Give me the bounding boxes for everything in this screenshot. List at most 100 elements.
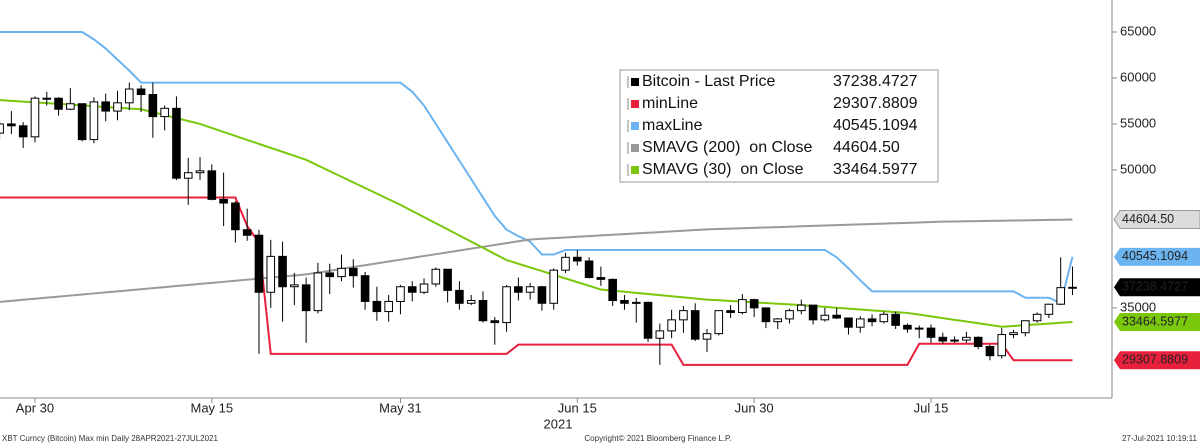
candle-body bbox=[242, 229, 252, 236]
legend-value: 40545.1094 bbox=[833, 117, 918, 134]
candle-body bbox=[360, 275, 370, 302]
candle-body bbox=[407, 286, 417, 293]
candle-body bbox=[77, 103, 87, 141]
candle-body bbox=[690, 310, 700, 340]
x-tick-label: Apr 30 bbox=[16, 400, 54, 415]
x-tick-label: May 15 bbox=[190, 400, 233, 415]
candle-body bbox=[325, 272, 335, 278]
candle-body bbox=[101, 101, 111, 112]
candle-body bbox=[419, 283, 429, 293]
candle-body bbox=[549, 269, 559, 304]
footer-left: XBT Curncy (Bitcoin) Max min Daily 28APR… bbox=[2, 434, 218, 443]
candle-body bbox=[384, 300, 393, 313]
value-tag bbox=[1114, 312, 1200, 331]
candle-body bbox=[997, 334, 1007, 357]
candle-body bbox=[914, 327, 924, 330]
candle-body bbox=[455, 289, 464, 304]
candle-body bbox=[926, 327, 936, 338]
legend-swatch bbox=[631, 122, 639, 130]
legend-swatch bbox=[631, 166, 639, 174]
legend-swatch bbox=[631, 100, 639, 108]
candle-body bbox=[172, 107, 181, 179]
candle-body bbox=[1009, 332, 1018, 336]
candle-body bbox=[514, 286, 523, 293]
candle-body bbox=[797, 304, 806, 312]
value-tag-label: 33464.5977 bbox=[1122, 314, 1188, 328]
candle-body bbox=[1021, 320, 1030, 334]
candle-body bbox=[631, 301, 641, 304]
candle-body bbox=[726, 310, 735, 313]
candle-body bbox=[749, 299, 759, 309]
candle-body bbox=[136, 88, 146, 96]
candle-body bbox=[66, 103, 75, 110]
candle-body bbox=[396, 286, 405, 302]
candle-body bbox=[219, 198, 228, 204]
value-tag-label: 37238.4727 bbox=[1122, 280, 1188, 294]
legend-swatch bbox=[631, 78, 639, 86]
candle-body bbox=[443, 268, 452, 291]
candle-body bbox=[950, 339, 959, 342]
candle-body bbox=[867, 318, 877, 323]
candle-body bbox=[620, 300, 629, 304]
value-tag-label: 29307.8809 bbox=[1122, 353, 1188, 367]
candle-body bbox=[785, 310, 794, 320]
y-tick-label: 50000 bbox=[1120, 161, 1156, 176]
candle-body bbox=[313, 272, 323, 312]
legend-swatch bbox=[631, 144, 639, 152]
value-tag-label: 40545.1094 bbox=[1122, 249, 1188, 263]
candle-body bbox=[183, 172, 193, 179]
candle-body bbox=[372, 300, 382, 313]
candle-body bbox=[525, 286, 535, 293]
candle-body bbox=[808, 304, 818, 321]
legend: Bitcoin - Last Price 37238.4727 minLine 293… bbox=[619, 69, 939, 183]
legend-value: 44604.50 bbox=[833, 139, 900, 156]
year-label: 2021 bbox=[544, 416, 573, 431]
candle-body bbox=[290, 284, 299, 288]
candle-body bbox=[903, 324, 912, 330]
y-tick-label: 65000 bbox=[1120, 23, 1156, 38]
candle-body bbox=[124, 88, 134, 104]
candle-body bbox=[1068, 286, 1077, 289]
candle-body bbox=[962, 336, 971, 341]
candle-body bbox=[773, 318, 783, 323]
candle-body bbox=[54, 97, 63, 110]
legend-label: maxLine bbox=[642, 117, 703, 134]
candle-body bbox=[478, 300, 488, 322]
candle-body bbox=[7, 123, 16, 127]
candle-body bbox=[301, 284, 311, 312]
x-tick-label: May 31 bbox=[379, 400, 422, 415]
candle-body bbox=[1056, 287, 1065, 305]
legend-label: SMAVG (30) on Close bbox=[642, 161, 804, 178]
candle-body bbox=[608, 278, 617, 302]
candle-body bbox=[561, 256, 570, 271]
candle-body bbox=[973, 336, 983, 348]
candle-body bbox=[266, 255, 276, 293]
legend-value: 29307.8809 bbox=[833, 95, 918, 112]
candle-body bbox=[1032, 313, 1042, 322]
x-tick-label: Jul 15 bbox=[914, 400, 949, 415]
candle-body bbox=[30, 97, 40, 138]
candle-body bbox=[207, 170, 217, 200]
candle-body bbox=[113, 102, 122, 112]
candle-body bbox=[148, 94, 158, 118]
value-tag bbox=[1113, 210, 1200, 230]
series-line bbox=[0, 196, 1073, 366]
candle-body bbox=[160, 107, 169, 118]
candle-body bbox=[502, 286, 511, 324]
candle-body bbox=[844, 317, 853, 328]
value-tag bbox=[1114, 278, 1200, 297]
value-tag bbox=[1114, 351, 1200, 370]
y-tick-label: 35000 bbox=[1120, 299, 1156, 314]
candle-body bbox=[231, 202, 240, 231]
candle-body bbox=[738, 299, 747, 313]
candle-body bbox=[820, 314, 830, 321]
candle-body bbox=[855, 318, 865, 328]
candle-body bbox=[18, 125, 28, 138]
plot-area bbox=[0, 31, 1077, 366]
candle-body bbox=[643, 301, 653, 339]
candle-body bbox=[702, 333, 712, 340]
candle-body bbox=[938, 336, 948, 342]
candle-body bbox=[679, 310, 688, 321]
candle-body bbox=[348, 267, 358, 277]
